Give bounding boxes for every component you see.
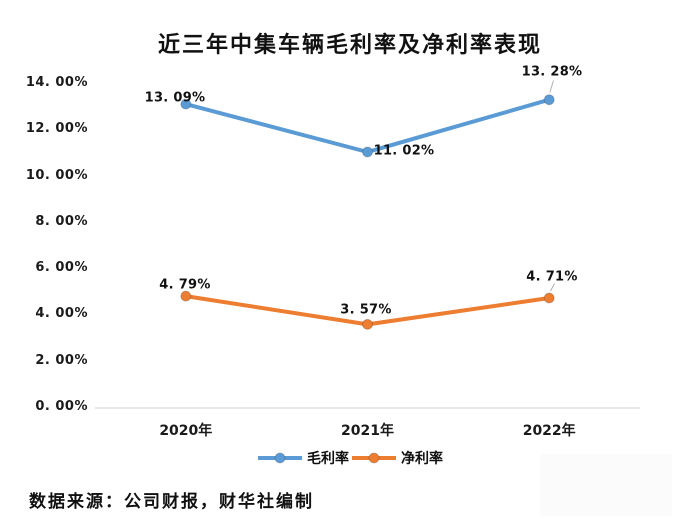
y-tick-label: 6. 00%	[35, 260, 88, 275]
legend-label: 净利率	[401, 452, 443, 467]
data-point	[180, 290, 192, 302]
data-point	[543, 94, 555, 106]
y-tick-label: 0. 00%	[35, 399, 88, 414]
data-point	[362, 318, 373, 330]
data-point	[180, 98, 192, 110]
legend-item-1: 净利率	[351, 448, 443, 468]
y-tick-label: 4. 00%	[35, 306, 88, 321]
x-axis-label: 2022年	[522, 423, 576, 439]
data-label: 13. 09%	[144, 90, 206, 106]
y-tick-label: 8. 00%	[35, 214, 88, 229]
data-point	[362, 146, 373, 158]
label-leader-line	[550, 283, 555, 292]
y-tick-label: 12. 00%	[25, 121, 88, 136]
series-line-0	[183, 97, 552, 154]
source-note: 数据来源：公司财报，财华社编制	[29, 492, 314, 511]
watermark-area	[540, 454, 672, 516]
data-label: 4. 79%	[159, 277, 211, 293]
legend-item-0: 毛利率	[257, 448, 349, 468]
y-tick-label: 10. 00%	[25, 168, 88, 183]
y-tick-label: 14. 00%	[25, 75, 88, 90]
data-label: 13. 28%	[521, 64, 583, 80]
legend-line-marker-icon	[258, 452, 302, 464]
legend-label: 毛利率	[307, 452, 349, 467]
label-leader-line	[549, 80, 554, 93]
data-point	[543, 292, 555, 304]
chart-title: 近三年中集车辆毛利率及净利率表现	[157, 32, 542, 57]
x-axis-label: 2020年	[159, 423, 213, 439]
data-label: 4. 71%	[526, 269, 578, 285]
x-axis-label: 2021年	[341, 423, 394, 439]
legend: 毛利率 净利率	[0, 447, 700, 469]
data-label: 11. 02%	[373, 143, 435, 159]
y-tick-label: 2. 00%	[35, 353, 88, 368]
legend-line-marker-icon	[352, 452, 396, 464]
data-label: 3. 57%	[340, 302, 392, 318]
